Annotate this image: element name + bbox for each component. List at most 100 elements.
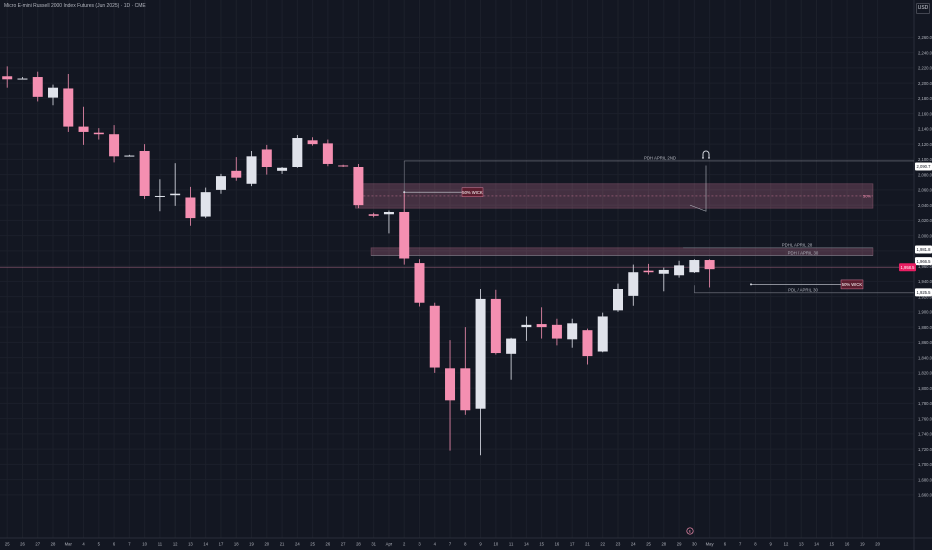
candle[interactable] <box>521 316 532 341</box>
candle-body[interactable] <box>613 289 623 311</box>
candle-body[interactable] <box>353 167 364 206</box>
candle-body[interactable] <box>383 211 394 215</box>
candle[interactable] <box>613 283 623 312</box>
candle-body[interactable] <box>597 316 608 352</box>
candle[interactable] <box>17 77 28 80</box>
candle[interactable] <box>674 260 685 278</box>
candle-body[interactable] <box>521 324 532 328</box>
candle[interactable] <box>597 312 608 353</box>
candle[interactable] <box>93 128 104 140</box>
candle-body[interactable] <box>460 368 471 411</box>
candle-body[interactable] <box>109 134 120 157</box>
candle-body[interactable] <box>399 211 410 259</box>
time-axis[interactable]: 25 26 27 28 Mar 4 5 6 7 10 11 12 13 14 17 18 19 20 21 24 25 2… <box>5 542 881 547</box>
candle-body[interactable] <box>307 140 318 145</box>
candle-body[interactable] <box>490 298 501 354</box>
candle[interactable] <box>78 106 89 145</box>
candle[interactable] <box>551 318 562 346</box>
candle-body[interactable] <box>261 149 272 167</box>
candle[interactable] <box>246 150 257 187</box>
candle-body[interactable] <box>506 338 517 354</box>
candle-body[interactable] <box>277 167 288 171</box>
candle[interactable] <box>506 337 517 380</box>
candle[interactable] <box>567 318 578 348</box>
candle[interactable] <box>429 302 440 373</box>
candle-body[interactable] <box>154 195 165 197</box>
candle-body[interactable] <box>48 87 59 98</box>
candle-body[interactable] <box>628 272 639 296</box>
candle-body[interactable] <box>2 76 13 80</box>
candle-body[interactable] <box>368 214 379 216</box>
candle[interactable] <box>185 186 196 226</box>
candle[interactable] <box>399 192 410 265</box>
candle[interactable] <box>32 71 43 102</box>
candle-body[interactable] <box>567 323 578 340</box>
candle[interactable] <box>124 154 135 157</box>
candle[interactable] <box>475 289 486 456</box>
candle[interactable] <box>628 264 639 306</box>
candle[interactable] <box>445 340 456 451</box>
currency-button[interactable]: USD <box>916 3 930 14</box>
candle-body[interactable] <box>338 165 349 167</box>
candle-body[interactable] <box>643 270 654 273</box>
candle[interactable] <box>322 139 333 167</box>
candle-body[interactable] <box>17 78 28 80</box>
candle-body[interactable] <box>246 156 257 184</box>
candle-body[interactable] <box>674 265 685 276</box>
candle[interactable] <box>277 167 288 174</box>
candle-body[interactable] <box>429 305 440 368</box>
candle[interactable] <box>643 263 654 275</box>
candle[interactable] <box>109 125 120 163</box>
candle[interactable] <box>658 267 669 292</box>
magnet-icon[interactable] <box>702 150 710 159</box>
candle[interactable] <box>139 144 150 200</box>
candle[interactable] <box>582 328 593 365</box>
candle-body[interactable] <box>582 330 593 357</box>
candle-body[interactable] <box>292 138 303 167</box>
candle-body[interactable] <box>78 126 89 132</box>
candle[interactable] <box>383 210 394 234</box>
candle[interactable] <box>261 144 272 175</box>
candle-body[interactable] <box>93 132 104 135</box>
candle-body[interactable] <box>704 260 715 270</box>
candle[interactable] <box>63 73 74 132</box>
candle-body[interactable] <box>445 368 456 401</box>
candle-body[interactable] <box>551 324 562 339</box>
candle-body[interactable] <box>322 143 333 164</box>
candle[interactable] <box>154 179 165 212</box>
candle[interactable] <box>307 137 318 146</box>
candle[interactable] <box>353 163 364 209</box>
candle-body[interactable] <box>689 260 700 273</box>
candle[interactable] <box>200 187 211 219</box>
earnings-event-icon[interactable] <box>686 527 694 535</box>
candle[interactable] <box>48 84 59 106</box>
candle[interactable] <box>536 307 547 339</box>
candle-body[interactable] <box>63 88 74 127</box>
candle[interactable] <box>704 259 715 288</box>
candle-body[interactable] <box>124 155 135 157</box>
candle[interactable] <box>368 212 379 218</box>
candle-body[interactable] <box>170 193 181 196</box>
price-axis[interactable]: 2,260.0 2,240.0 2,220.0 2,200.0 2,180.0 2,160… <box>899 35 932 498</box>
candle-body[interactable] <box>32 77 43 97</box>
candle[interactable] <box>170 163 181 206</box>
candle-body[interactable] <box>215 176 226 190</box>
candle[interactable] <box>2 66 13 88</box>
candle-body[interactable] <box>475 298 486 409</box>
candle-body[interactable] <box>185 197 196 219</box>
candle[interactable] <box>231 157 242 181</box>
candle-body[interactable] <box>139 150 150 196</box>
candle[interactable] <box>460 327 471 415</box>
candle-body[interactable] <box>200 192 211 217</box>
candle[interactable] <box>215 173 226 194</box>
candle-body[interactable] <box>658 269 669 274</box>
candle[interactable] <box>338 164 349 167</box>
candle[interactable] <box>490 289 501 355</box>
candle-body[interactable] <box>231 170 242 178</box>
candle-body[interactable] <box>536 324 547 328</box>
candle-body[interactable] <box>414 263 425 303</box>
candles[interactable] <box>2 66 715 456</box>
candle[interactable] <box>414 259 425 307</box>
candle[interactable] <box>689 259 700 273</box>
